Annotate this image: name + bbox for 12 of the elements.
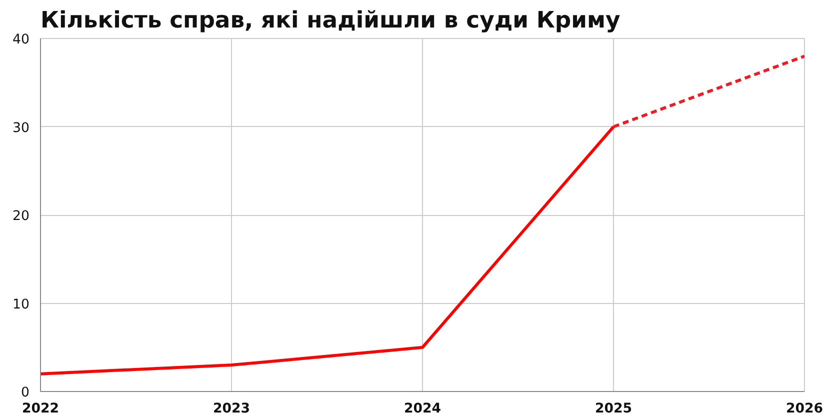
y-tick-label: 40 bbox=[12, 32, 30, 48]
y-tick-label: 0 bbox=[21, 386, 30, 400]
x-tick-label: 2022 bbox=[22, 402, 60, 415]
x-tick-label: 2024 bbox=[404, 402, 442, 415]
x-tick-label: 2023 bbox=[212, 402, 250, 415]
y-tick-label: 20 bbox=[12, 209, 30, 224]
x-tick-label: 2025 bbox=[594, 402, 632, 415]
x-tick-label: 2026 bbox=[786, 402, 824, 415]
y-tick-label: 30 bbox=[12, 120, 30, 136]
line-series bbox=[40, 125, 615, 376]
chart-title: Кількість справ, які надійшли в суди Криму bbox=[40, 8, 621, 34]
y-tick-label: 10 bbox=[12, 297, 30, 312]
